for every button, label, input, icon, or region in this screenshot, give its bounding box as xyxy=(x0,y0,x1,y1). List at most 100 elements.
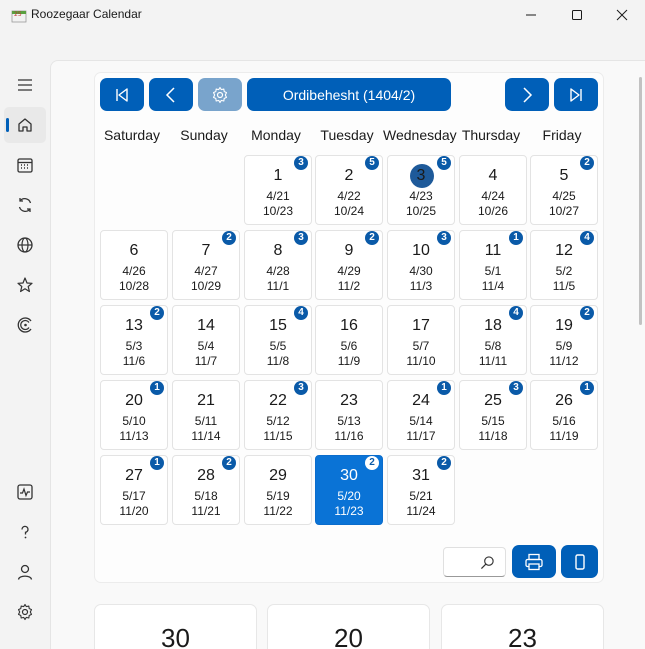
nav-item-calendar[interactable] xyxy=(4,147,46,183)
day-cell[interactable]: 10 4/30 11/3 3 xyxy=(387,230,455,300)
event-count-badge: 3 xyxy=(294,156,308,170)
gregorian-date: 11/11 xyxy=(478,354,508,368)
gregorian-date: 11/12 xyxy=(549,354,579,368)
day-cell[interactable]: 18 5/8 11/11 4 xyxy=(459,305,527,375)
persian-date: 5/10 xyxy=(122,414,146,428)
summary-card: 30 xyxy=(94,604,257,649)
skip-back-icon xyxy=(116,87,128,102)
persian-date: 5/14 xyxy=(409,414,433,428)
nav-item-help[interactable] xyxy=(4,514,46,550)
day-cell[interactable]: 4 4/24 10/26 xyxy=(459,155,527,225)
day-cell[interactable]: 28 5/18 11/21 2 xyxy=(172,455,240,525)
close-button[interactable] xyxy=(599,0,645,30)
event-count-badge: 2 xyxy=(222,231,236,245)
day-cell[interactable]: 1 4/21 10/23 3 xyxy=(244,155,312,225)
day-cell[interactable]: 6 4/26 10/28 xyxy=(100,230,168,300)
previous-month-button[interactable] xyxy=(149,78,193,111)
day-cell[interactable]: 8 4/28 11/1 3 xyxy=(244,230,312,300)
nav-item-home[interactable] xyxy=(4,107,46,143)
nav-item-account[interactable] xyxy=(4,554,46,590)
day-cell[interactable]: 22 5/12 11/15 3 xyxy=(244,380,312,450)
day-number: 14 xyxy=(197,317,215,334)
gregorian-date: 11/19 xyxy=(549,429,579,443)
phone-icon xyxy=(574,553,585,570)
gregorian-date: 11/9 xyxy=(337,354,361,368)
search-input[interactable] xyxy=(443,547,506,577)
event-count-badge: 2 xyxy=(437,456,451,470)
persian-date: 5/6 xyxy=(340,339,358,353)
first-month-button[interactable] xyxy=(100,78,144,111)
day-cell[interactable]: 24 5/14 11/17 1 xyxy=(387,380,455,450)
day-number: 1 xyxy=(273,167,283,184)
globe-icon xyxy=(17,237,33,253)
compact-view-button[interactable] xyxy=(561,545,598,578)
day-number: 27 xyxy=(125,467,143,484)
next-month-button[interactable] xyxy=(505,78,549,111)
event-count-badge: 1 xyxy=(150,456,164,470)
day-cell[interactable]: 9 4/29 11/2 2 xyxy=(315,230,383,300)
day-cell[interactable]: 12 5/2 11/5 4 xyxy=(530,230,598,300)
day-cell[interactable]: 16 5/6 11/9 xyxy=(315,305,383,375)
print-button[interactable] xyxy=(512,545,556,578)
day-number: 21 xyxy=(197,392,215,409)
gregorian-date: 11/23 xyxy=(334,504,364,518)
day-number: 8 xyxy=(273,242,283,259)
day-cell[interactable]: 29 5/19 11/22 xyxy=(244,455,312,525)
day-number: 15 xyxy=(269,317,287,334)
nav-item-favorites[interactable] xyxy=(4,267,46,303)
gregorian-date: 11/22 xyxy=(263,504,293,518)
day-number: 29 xyxy=(269,467,287,484)
nav-item-settings[interactable] xyxy=(4,594,46,630)
day-cell[interactable]: 25 5/15 11/18 3 xyxy=(459,380,527,450)
gregorian-date: 11/15 xyxy=(263,429,293,443)
weekday-label: Sunday xyxy=(180,127,228,143)
scrollbar-thumb[interactable] xyxy=(639,77,642,325)
day-cell[interactable]: 21 5/11 11/14 xyxy=(172,380,240,450)
day-cell[interactable]: 11 5/1 11/4 1 xyxy=(459,230,527,300)
gregorian-date: 11/2 xyxy=(337,279,361,293)
nav-item-convert[interactable] xyxy=(4,187,46,223)
day-number: 20 xyxy=(125,392,143,409)
gregorian-date: 10/28 xyxy=(118,279,150,293)
persian-date: 5/7 xyxy=(412,339,430,353)
persian-date: 5/17 xyxy=(122,489,146,503)
day-cell[interactable]: 2 4/22 10/24 5 xyxy=(315,155,383,225)
day-cell[interactable]: 20 5/10 11/13 1 xyxy=(100,380,168,450)
menu-toggle-button[interactable] xyxy=(4,67,46,103)
day-cell[interactable]: 14 5/4 11/7 xyxy=(172,305,240,375)
maximize-button[interactable] xyxy=(554,0,600,30)
day-cell[interactable]: 26 5/16 11/19 1 xyxy=(530,380,598,450)
title-bar: 25 Roozegaar Calendar xyxy=(0,0,645,30)
nav-item-world[interactable] xyxy=(4,227,46,263)
last-month-button[interactable] xyxy=(554,78,598,111)
weekday-label: Wednesday xyxy=(383,127,457,143)
day-number: 2 xyxy=(344,167,354,184)
day-cell[interactable]: 13 5/3 11/6 2 xyxy=(100,305,168,375)
persian-date: 4/23 xyxy=(409,189,433,203)
minimize-icon xyxy=(526,14,536,16)
event-count-badge: 1 xyxy=(437,381,451,395)
day-cell[interactable]: 31 5/21 11/24 2 xyxy=(387,455,455,525)
day-number: 11 xyxy=(484,242,502,259)
gregorian-date: 11/7 xyxy=(194,354,218,368)
settings-button[interactable] xyxy=(198,78,242,111)
maximize-icon xyxy=(572,10,582,20)
person-icon xyxy=(17,564,33,580)
day-cell[interactable]: 3 4/23 10/25 5 xyxy=(387,155,455,225)
month-selector-button[interactable]: Ordibehesht (1404/2) xyxy=(247,78,451,111)
day-cell[interactable]: 15 5/5 11/8 4 xyxy=(244,305,312,375)
day-cell[interactable]: 27 5/17 11/20 1 xyxy=(100,455,168,525)
day-cell[interactable]: 17 5/7 11/10 xyxy=(387,305,455,375)
day-cell[interactable]: 5 4/25 10/27 2 xyxy=(530,155,598,225)
day-cell[interactable]: 30 5/20 11/23 2 xyxy=(315,455,383,525)
help-icon xyxy=(21,525,29,539)
chevron-right-icon xyxy=(523,86,533,103)
day-number: 17 xyxy=(412,317,430,334)
day-cell[interactable]: 23 5/13 11/16 xyxy=(315,380,383,450)
day-cell[interactable]: 7 4/27 10/29 2 xyxy=(172,230,240,300)
nav-item-activity[interactable] xyxy=(4,474,46,510)
minimize-button[interactable] xyxy=(508,0,554,30)
day-number: 7 xyxy=(201,242,211,259)
day-cell[interactable]: 19 5/9 11/12 2 xyxy=(530,305,598,375)
nav-item-moon[interactable] xyxy=(4,307,46,343)
